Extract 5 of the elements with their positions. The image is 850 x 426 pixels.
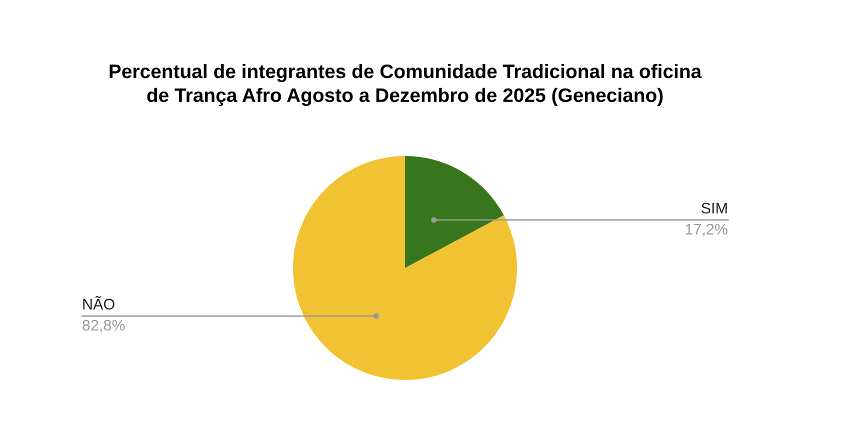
data-label: 17,2% (686, 224, 728, 236)
slice-label: NÃO (83, 296, 114, 310)
data-label: 82,8% (82, 320, 125, 332)
slice-label: SIM (702, 202, 727, 214)
chart-title: Percentual de integrantes de Comunidade Tradicional na oficina de Trança Afro Agosto a Dezembro de 2025 (Geneciano) (110, 64, 702, 106)
